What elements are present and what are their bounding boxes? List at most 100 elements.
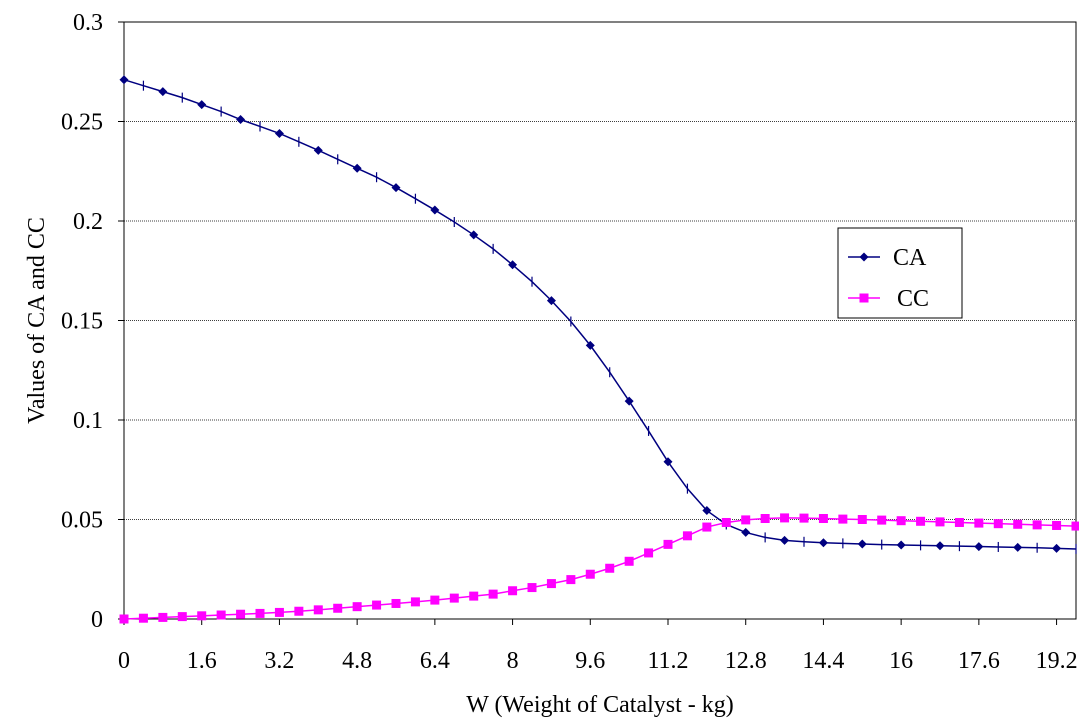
data-point-cc [935, 517, 945, 527]
data-point-cc [197, 611, 207, 621]
data-point-cc [818, 514, 828, 524]
data-point-cc [449, 593, 459, 603]
data-point-cc [741, 515, 751, 525]
data-point-cc [682, 531, 692, 541]
y-tick-label: 0.2 [73, 209, 103, 235]
x-tick-label: 17.6 [958, 648, 1000, 674]
data-point-cc [663, 539, 673, 549]
x-tick-label: 8 [507, 648, 519, 674]
data-point-cc [430, 595, 440, 605]
legend-marker-cc [859, 293, 869, 303]
data-point-cc [1071, 521, 1079, 531]
y-tick-label: 0.05 [61, 508, 103, 534]
data-point-ca [741, 527, 751, 537]
data-point-ca [508, 260, 518, 270]
data-point-cc [236, 609, 246, 619]
data-point-cc [313, 605, 323, 615]
data-point-ca [119, 75, 129, 85]
data-point-ca [313, 145, 323, 155]
data-point-ca [857, 539, 867, 549]
data-point-ca [1052, 543, 1062, 553]
data-point-cc [721, 517, 731, 527]
data-point-cc [1052, 520, 1062, 530]
x-tick-label: 1.6 [187, 648, 217, 674]
data-point-cc [974, 518, 984, 528]
legend-marker-ca [859, 252, 869, 262]
data-point-ca [469, 230, 479, 240]
data-point-ca [624, 396, 634, 406]
x-tick-label: 3.2 [264, 648, 294, 674]
y-tick-label: 0.25 [61, 110, 103, 136]
data-point-ca [702, 506, 712, 516]
data-point-cc [566, 575, 576, 585]
data-point-cc [585, 569, 595, 579]
x-axis-ticks: 0 1.6 3.2 4.8 6.4 8 9.6 11.2 12.8 14.4 16 17.6 19.2 [118, 619, 1078, 674]
y-tick-label: 0.3 [73, 10, 103, 36]
data-point-cc [799, 513, 809, 523]
series-ca [119, 75, 1077, 554]
data-point-cc [158, 612, 168, 622]
data-point-ca [935, 541, 945, 551]
data-point-cc [605, 563, 615, 573]
y-tick-label: 0.1 [73, 408, 103, 434]
series-line-ca [123, 78, 1077, 550]
data-point-cc [294, 606, 304, 616]
data-point-cc [702, 522, 712, 532]
data-point-cc [488, 589, 498, 599]
data-point-ca [236, 115, 246, 125]
data-point-ca [663, 457, 673, 467]
data-point-cc [469, 591, 479, 601]
series-cc [119, 513, 1079, 624]
legend: CA CC [837, 227, 963, 319]
legend-box [837, 227, 963, 319]
data-point-cc [644, 548, 654, 558]
legend-label-cc: CC [897, 286, 929, 312]
data-point-ca [274, 128, 284, 138]
data-point-cc [177, 612, 187, 622]
x-tick-label: 0 [118, 648, 130, 674]
data-point-cc [138, 613, 148, 623]
data-point-cc [916, 516, 926, 526]
x-tick-label: 12.8 [725, 648, 767, 674]
data-point-ca [896, 540, 906, 550]
y-tick-label: 0 [91, 607, 103, 633]
x-axis-title: W (Weight of Catalyst - kg) [466, 692, 734, 718]
data-point-cc [780, 513, 790, 523]
data-point-cc [333, 603, 343, 613]
data-point-cc [119, 614, 129, 624]
data-point-ca [391, 183, 401, 193]
data-point-cc [352, 602, 362, 612]
data-point-cc [508, 586, 518, 596]
x-tick-label: 16 [889, 648, 913, 674]
y-axis-ticks: 0 0.05 0.1 0.15 0.2 0.25 0.3 [61, 10, 124, 633]
data-point-cc [760, 514, 770, 524]
data-point-ca [974, 542, 984, 552]
data-point-cc [624, 556, 634, 566]
data-point-cc [877, 515, 887, 525]
data-point-cc [274, 607, 284, 617]
data-point-ca [1013, 542, 1023, 552]
data-point-cc [527, 583, 537, 593]
data-point-ca [430, 205, 440, 215]
data-point-cc [993, 519, 1003, 529]
data-point-cc [216, 610, 226, 620]
y-tick-label: 0.15 [61, 309, 103, 335]
x-tick-label: 11.2 [647, 648, 688, 674]
series-group [119, 75, 1079, 624]
data-point-cc [372, 600, 382, 610]
data-point-cc [896, 516, 906, 526]
data-point-cc [410, 597, 420, 607]
data-point-ca [780, 535, 790, 545]
data-point-cc [838, 514, 848, 524]
data-point-ca [158, 87, 168, 97]
x-tick-label: 6.4 [420, 648, 450, 674]
data-point-cc [391, 598, 401, 608]
x-tick-label: 14.4 [802, 648, 844, 674]
data-point-cc [954, 517, 964, 527]
x-tick-label: 19.2 [1036, 648, 1078, 674]
y-axis-title: Values of CA and CC [24, 217, 50, 424]
data-point-ca [197, 100, 207, 110]
data-point-cc [1013, 519, 1023, 529]
legend-label-ca: CA [893, 245, 927, 271]
